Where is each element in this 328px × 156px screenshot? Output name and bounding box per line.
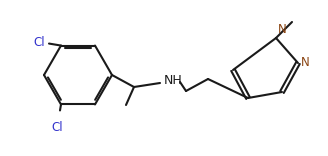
Text: Cl: Cl [33, 36, 45, 49]
Text: N: N [301, 56, 310, 70]
Text: NH: NH [164, 75, 183, 88]
Text: Cl: Cl [51, 121, 63, 134]
Text: N: N [278, 23, 287, 36]
